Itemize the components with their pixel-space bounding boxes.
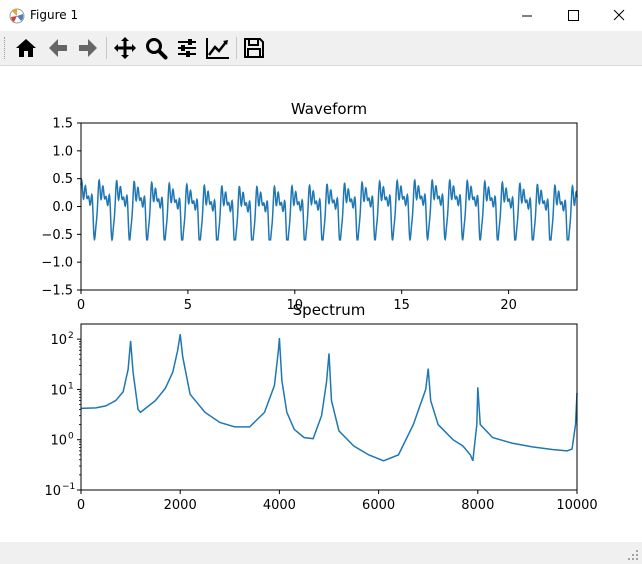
toolbar-grip[interactable] (4, 37, 7, 59)
waveform-y-tick-label: 0.0 (52, 200, 73, 215)
matplotlib-app-icon (9, 8, 25, 24)
spectrum-y-tick-exponent: 0 (68, 432, 74, 442)
spectrum-x-tick-label: 0 (77, 498, 85, 513)
spectrum-x-tick-label: 6000 (362, 498, 395, 513)
spectrum-y-tick-exponent: −1 (62, 482, 75, 492)
subplots-button[interactable] (173, 34, 201, 62)
edit-axis-button[interactable] (204, 34, 232, 62)
waveform-y-tick-label: −1.0 (41, 256, 73, 271)
spectrum-x-tick-label: 2000 (164, 498, 197, 513)
waveform-y-tick-label: −1.5 (41, 284, 73, 299)
waveform-x-tick-label: 20 (500, 298, 517, 313)
maximize-icon (568, 10, 579, 21)
toolbar-separator (236, 37, 237, 59)
waveform-x-tick-label: 10 (287, 298, 304, 313)
pan-icon (114, 37, 136, 59)
forward-arrow-icon (79, 39, 97, 57)
navigation-toolbar (0, 31, 642, 66)
waveform-x-ticks: 0 5 10 15 20 (77, 290, 517, 313)
edit-axis-icon (206, 38, 229, 59)
spectrum-plot-frame (80, 323, 578, 491)
figure-svg: Waveform −1.5−1.0−0.50.00.51.01.5 0 5 10 15… (41, 100, 597, 513)
waveform-y-ticks: −1.5 −1.0 −0.5 0.0 0.5 1.0 1.5 (41, 117, 81, 299)
toolbar-separator (106, 37, 107, 59)
spectrum-x-ticks: 0 2000 4000 6000 8000 10000 (77, 490, 598, 513)
spectrum-x-tick-label: 4000 (263, 498, 296, 513)
waveform-series-line (80, 177, 578, 242)
spectrum-y-tick-label: 10 (50, 434, 67, 449)
back-button[interactable] (44, 34, 72, 62)
waveform-y-tick-label: −0.5 (41, 228, 73, 243)
waveform-x-tick-label: 0 (77, 298, 85, 313)
save-icon (244, 38, 264, 58)
waveform-y-tick-label: 1.0 (52, 144, 73, 159)
close-button[interactable] (596, 0, 642, 31)
save-button[interactable] (240, 34, 268, 62)
window-title: Figure 1 (30, 8, 79, 22)
minimize-button[interactable] (504, 0, 550, 31)
close-icon (613, 9, 625, 21)
spectrum-x-tick-label: 8000 (461, 498, 494, 513)
subplots-icon (178, 39, 196, 57)
spectrum-y-tick-label: 10 (44, 484, 61, 499)
spectrum-y-tick-label: 10 (50, 333, 67, 348)
spectrum-y-tick-exponent: 2 (68, 331, 74, 341)
minimize-icon (522, 15, 532, 17)
zoom-button[interactable] (142, 34, 170, 62)
waveform-y-tick-label: 1.5 (52, 117, 73, 132)
forward-button[interactable] (74, 34, 102, 62)
maximize-button[interactable] (550, 0, 596, 31)
waveform-y-tick-label: 0.5 (52, 172, 73, 187)
title-bar: Figure 1 (0, 0, 642, 31)
spectrum-y-tick-exponent: 1 (68, 381, 74, 391)
status-bar (0, 542, 642, 564)
spectrum-x-tick-label: 10000 (556, 498, 597, 513)
back-arrow-icon (49, 39, 67, 57)
waveform-x-tick-label: 5 (184, 298, 192, 313)
home-icon (16, 39, 36, 57)
pan-button[interactable] (111, 34, 139, 62)
home-button[interactable] (12, 34, 40, 62)
waveform-x-tick-label: 15 (393, 298, 410, 313)
waveform-axes: Waveform −1.5 −1.0 −0.5 0.0 0.5 1.0 1.5 0 5 10 15… (41, 100, 578, 313)
spectrum-title: Spectrum (293, 301, 366, 319)
spectrum-series-line (80, 334, 578, 462)
waveform-title: Waveform (291, 100, 367, 118)
figure-canvas[interactable]: Waveform −1.5 −1.0 −0.5 0.0 0.5 1.0 1.5 0 5 10 15… (0, 66, 642, 542)
resize-grip-icon[interactable] (627, 549, 639, 561)
waveform-plot-frame (80, 122, 578, 291)
spectrum-y-tick-label: 10 (50, 383, 67, 398)
zoom-icon (146, 38, 168, 60)
